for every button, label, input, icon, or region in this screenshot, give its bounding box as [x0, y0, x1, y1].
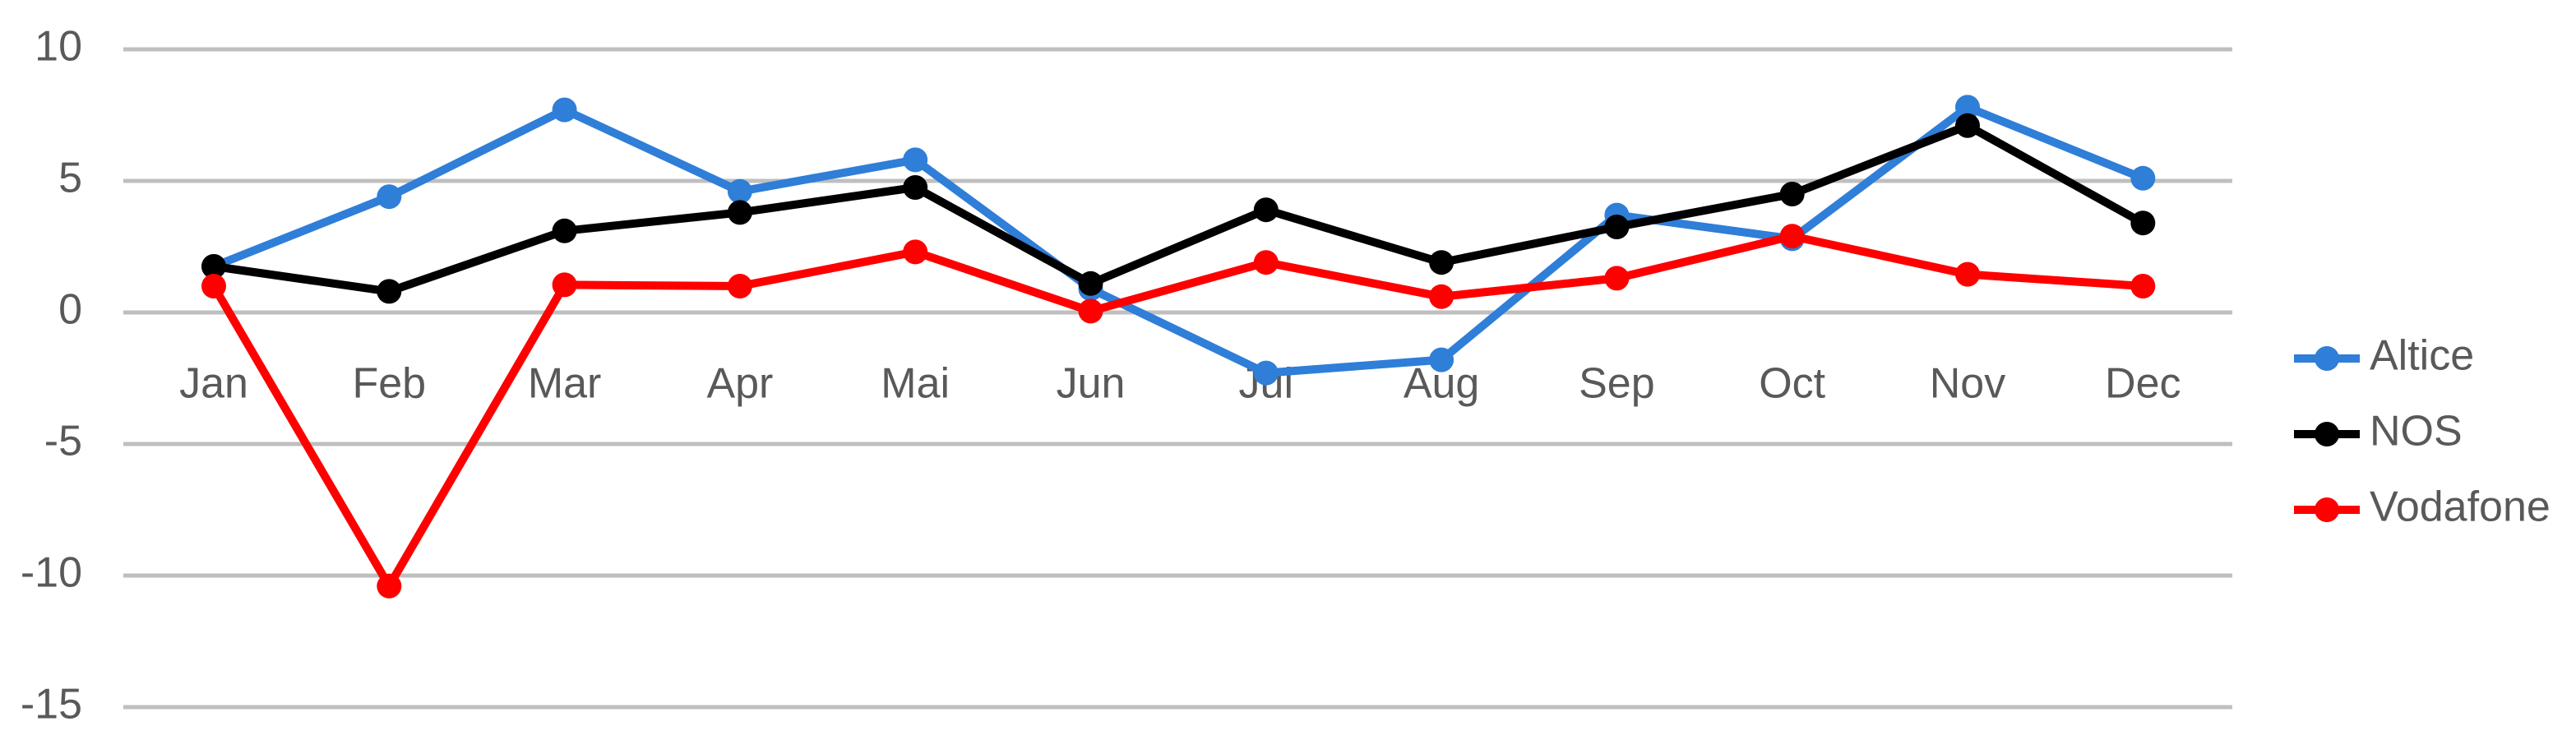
x-tick-label: Feb: [352, 360, 426, 408]
x-tick-label: Dec: [2105, 360, 2181, 408]
data-point: [1078, 298, 1103, 324]
x-tick-label: Mar: [528, 360, 602, 408]
x-tick-label: Jun: [1057, 360, 1126, 408]
legend-label: Altice: [2370, 332, 2474, 380]
y-tick-label: -10: [21, 549, 82, 597]
data-point: [552, 272, 577, 298]
data-point: [1604, 215, 1630, 239]
data-point: [1253, 360, 1279, 386]
series-line: [212, 103, 2145, 377]
data-point: [903, 175, 928, 200]
data-point: [727, 200, 752, 225]
legend-marker: [2315, 422, 2339, 446]
legend-marker: [2315, 346, 2339, 371]
data-point: [1955, 261, 1980, 287]
data-point: [201, 274, 226, 298]
y-tick-label: 5: [58, 155, 82, 202]
series-line: [213, 121, 2145, 296]
x-tick-label: Oct: [1759, 360, 1825, 408]
data-point: [552, 218, 577, 243]
data-point: [2130, 210, 2156, 236]
data-point: [727, 274, 752, 298]
series-line: [210, 232, 2144, 590]
data-point: [201, 254, 226, 279]
data-point: [377, 573, 402, 599]
data-point: [2130, 165, 2156, 191]
data-point: [2130, 274, 2156, 298]
y-tick-label: 10: [35, 23, 82, 71]
data-point: [552, 97, 577, 123]
data-point: [1429, 347, 1454, 372]
data-point: [1779, 224, 1805, 249]
x-tick-label: Nov: [1930, 360, 2005, 408]
data-point: [377, 279, 402, 304]
data-point: [903, 147, 928, 173]
x-tick-label: Sep: [1579, 360, 1655, 408]
x-tick-label: Jan: [179, 360, 248, 408]
x-tick-label: Mai: [881, 360, 950, 408]
data-point: [1604, 266, 1630, 291]
data-point: [1955, 95, 1980, 120]
y-tick-label: -15: [21, 681, 82, 729]
data-point: [1253, 197, 1279, 223]
data-point: [1429, 250, 1454, 275]
data-point: [1078, 271, 1103, 296]
data-point: [903, 239, 928, 265]
data-point: [727, 178, 752, 204]
y-tick-label: 0: [58, 286, 82, 334]
data-point: [377, 184, 402, 210]
data-point: [1429, 284, 1454, 309]
data-point: [1955, 113, 1980, 138]
data-point: [1253, 250, 1279, 275]
y-tick-label: -5: [44, 418, 82, 465]
x-tick-label: Apr: [706, 360, 773, 408]
legend-label: Vodafone: [2370, 483, 2551, 531]
legend-marker: [2315, 497, 2339, 522]
data-point: [1779, 182, 1805, 206]
legend-label: NOS: [2370, 408, 2463, 456]
